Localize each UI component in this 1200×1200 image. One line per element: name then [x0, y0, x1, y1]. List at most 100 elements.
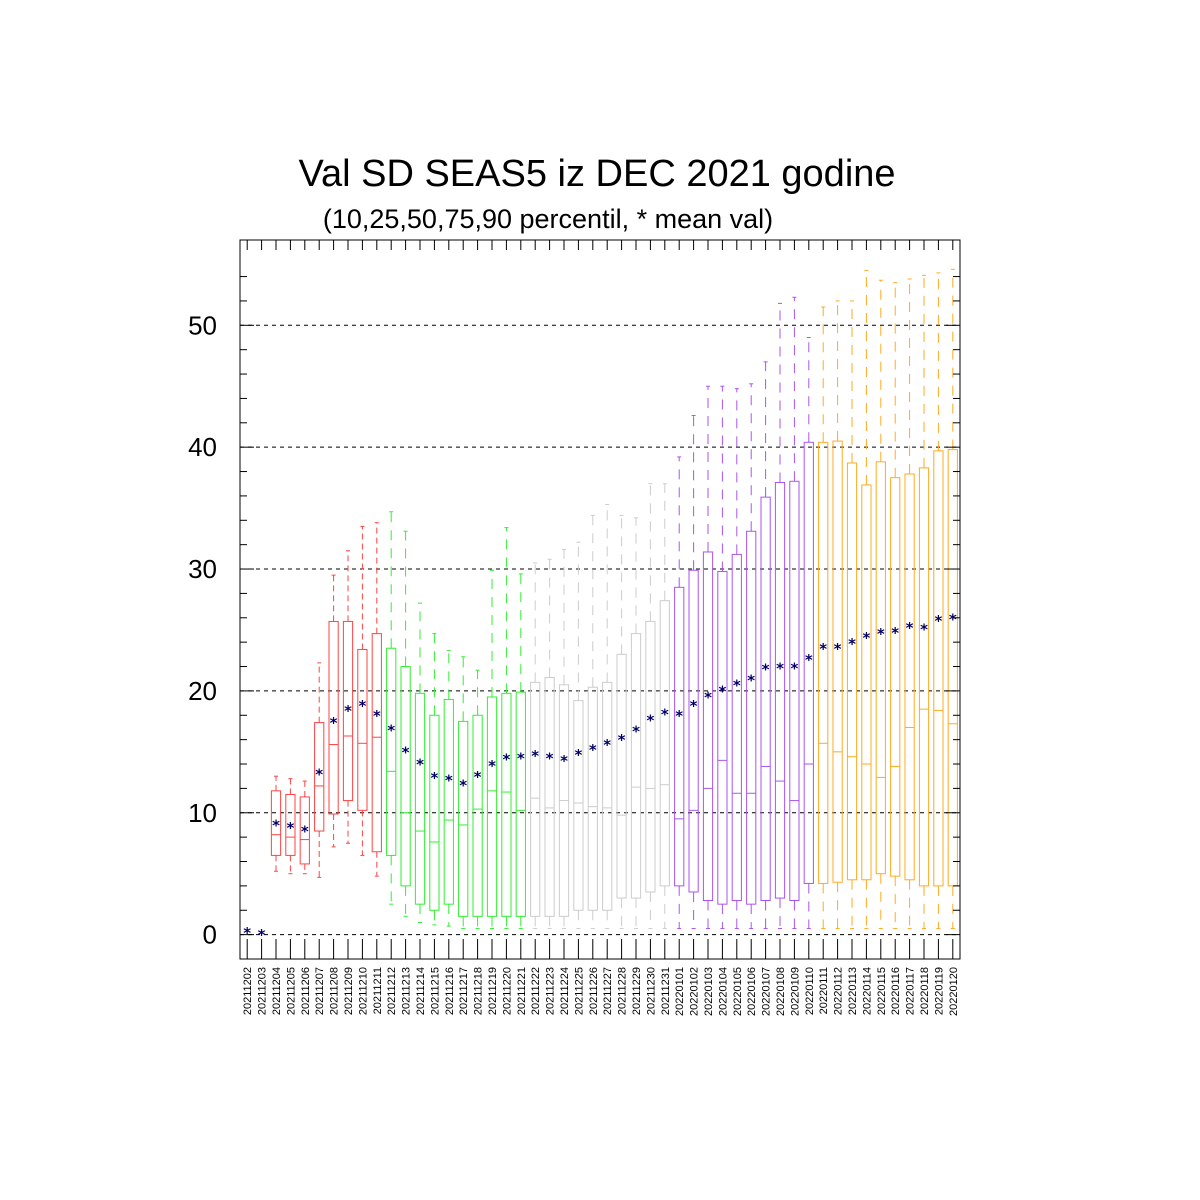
box: [400, 666, 411, 887]
xtick-label: 20220103: [703, 967, 715, 1016]
box: [472, 714, 483, 917]
xtick-label: 20220107: [761, 967, 773, 1016]
xtick-label: 20211202: [242, 967, 254, 1015]
xtick-label: 20211206: [300, 967, 312, 1015]
xtick-label: 20211207: [314, 967, 326, 1015]
xtick-label: 20211215: [429, 967, 441, 1015]
xtick-label: 20220116: [890, 967, 902, 1015]
box: [357, 648, 368, 811]
box: [832, 440, 843, 883]
axes: [239, 239, 961, 960]
mean-marker: *: [301, 823, 309, 841]
mean-marker: *: [258, 926, 266, 944]
mean-marker: *: [718, 682, 726, 700]
mean-marker: *: [474, 768, 482, 786]
box: [630, 633, 642, 899]
mean-marker: *: [517, 749, 525, 767]
xtick-label: 20220102: [689, 967, 701, 1016]
ytick-label: 40: [188, 432, 217, 462]
mean-marker: *: [546, 749, 554, 767]
mean-marker: *: [747, 671, 755, 689]
box: [688, 569, 699, 893]
ytick-label: 20: [188, 676, 217, 706]
box: [371, 633, 382, 853]
xtick-label: 20211231: [660, 967, 672, 1015]
box: [458, 720, 469, 917]
mean-marker: *: [574, 746, 582, 764]
box: [544, 676, 555, 917]
xtick-label: 20220114: [861, 967, 873, 1015]
mean-marker: *: [906, 619, 914, 637]
xtick-label: 20211212: [386, 967, 398, 1015]
xtick-label: 20220106: [746, 967, 758, 1016]
xtick-label: 20211216: [444, 967, 456, 1015]
xtick-label: 20220110: [804, 967, 816, 1015]
mean-marker: *: [733, 676, 741, 694]
mean-marker: *: [920, 620, 928, 638]
ytick-label: 50: [188, 310, 217, 340]
xtick-label: 20211205: [285, 967, 297, 1015]
mean-marker: *: [344, 702, 352, 720]
xtick-label: 20220113: [847, 967, 859, 1015]
box: [587, 686, 598, 911]
mean-marker: *: [661, 706, 669, 724]
mean-marker: *: [358, 697, 366, 715]
box: [702, 551, 714, 902]
xtick-label: 20211214: [415, 967, 427, 1015]
mean-marker: *: [243, 924, 251, 942]
box: [890, 477, 901, 877]
box: [328, 620, 339, 815]
ytick-label: 10: [188, 798, 217, 828]
xtick-label: 20220112: [833, 967, 845, 1015]
xtick-label: 20211209: [343, 967, 355, 1015]
mean-marker: *: [330, 714, 338, 732]
xtick-label: 20211203: [257, 967, 269, 1015]
mean-marker: *: [834, 640, 842, 658]
xtick-label: 20211229: [631, 967, 643, 1015]
mean-marker: *: [632, 723, 640, 741]
mean-marker: *: [286, 819, 294, 837]
chart-title: Val SD SEAS5 iz DEC 2021 godine: [298, 153, 895, 195]
plot-frame: [239, 239, 961, 960]
xtick-label: 20211222: [530, 967, 542, 1015]
xtick-label: 20211225: [573, 967, 585, 1015]
box: [515, 691, 526, 917]
mean-marker: *: [848, 635, 856, 653]
box: [501, 692, 512, 917]
box: [414, 692, 426, 905]
mean-marker: *: [618, 731, 626, 749]
box: [803, 441, 814, 884]
boxes: [270, 268, 958, 930]
mean-marker: *: [315, 765, 323, 783]
mean-marker: *: [891, 624, 899, 642]
box: [616, 653, 627, 899]
xtick-label: 20220120: [948, 967, 960, 1016]
mean-marker: *: [459, 776, 467, 794]
mean-markers: * * * * * * * * * * * * * * * * * * * * * * * * * * * * * * * * * * * * * * * *…: [243, 611, 957, 945]
box: [530, 681, 541, 917]
box: [299, 796, 310, 865]
box: [731, 553, 742, 902]
box: [386, 647, 397, 856]
box: [933, 450, 944, 887]
xtick-label: 20220105: [732, 967, 744, 1016]
xtick-label: 20211223: [545, 967, 557, 1015]
xtick-label: 20220115: [876, 967, 888, 1015]
mean-marker: *: [790, 659, 798, 677]
xtick-label: 20211224: [559, 967, 571, 1015]
ytick-label: 0: [203, 920, 217, 950]
xtick-label: 20211204: [271, 967, 283, 1015]
box: [789, 480, 800, 902]
box: [717, 570, 728, 905]
mean-marker: *: [416, 756, 424, 774]
box: [774, 482, 786, 899]
mean-marker: *: [560, 752, 568, 770]
mean-marker: *: [502, 751, 510, 769]
xtick-label: 20220109: [789, 967, 801, 1016]
xtick-label: 20220104: [717, 967, 729, 1016]
mean-marker: *: [934, 612, 942, 630]
box: [746, 530, 757, 905]
